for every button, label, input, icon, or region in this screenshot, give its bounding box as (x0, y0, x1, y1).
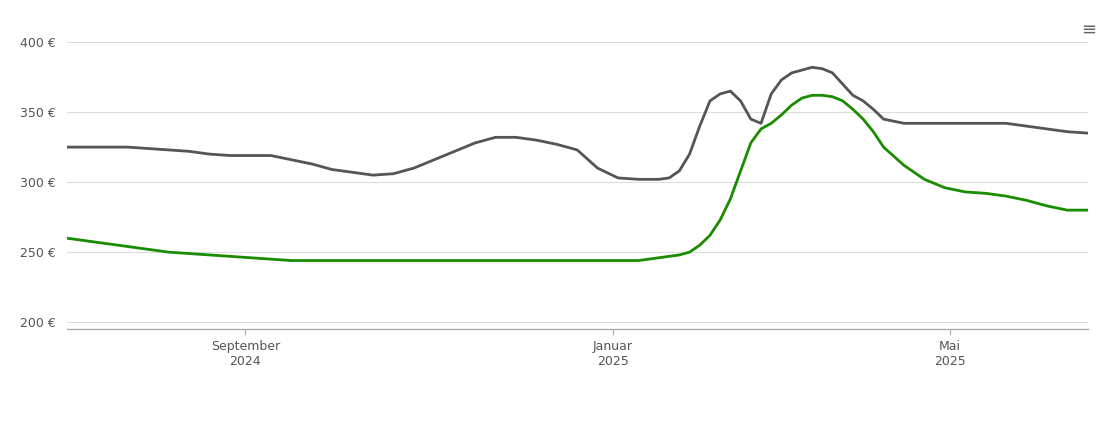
lose Ware (1081, 208, 1094, 213)
lose Ware (653, 255, 666, 260)
lose Ware (60, 235, 73, 241)
Sackware (60, 145, 73, 150)
lose Ware (806, 93, 819, 98)
Sackware (806, 65, 819, 70)
lose Ware (427, 258, 441, 263)
lose Ware (1061, 208, 1074, 213)
lose Ware (284, 258, 297, 263)
Sackware (653, 177, 666, 182)
Sackware (632, 177, 645, 182)
Text: ≡: ≡ (1081, 21, 1097, 39)
lose Ware (468, 258, 482, 263)
Sackware (448, 149, 462, 154)
Sackware (673, 168, 686, 173)
Sackware (795, 68, 808, 73)
lose Ware (673, 252, 686, 257)
lose Ware (795, 96, 808, 101)
Line: lose Ware: lose Ware (67, 95, 1088, 260)
Sackware (1061, 129, 1074, 134)
Line: Sackware: Sackware (67, 68, 1088, 179)
Sackware (407, 165, 421, 170)
Sackware (1081, 130, 1094, 135)
